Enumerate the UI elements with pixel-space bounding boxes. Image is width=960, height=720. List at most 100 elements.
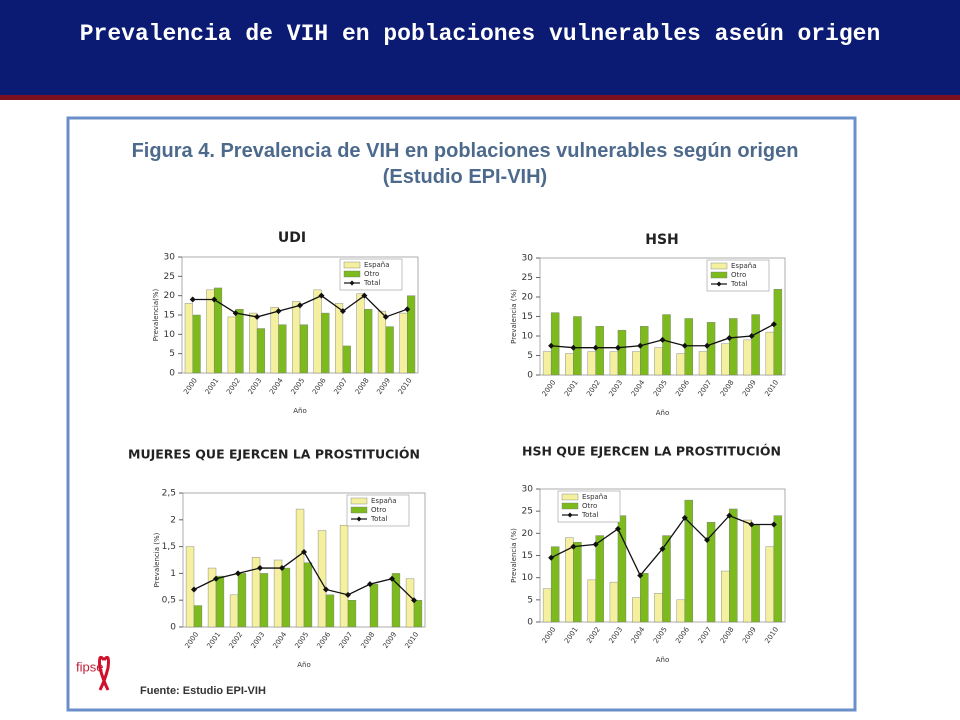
bar <box>391 573 401 628</box>
line-marker <box>748 333 755 339</box>
y-tick-label: 25 <box>164 272 175 282</box>
bar <box>706 522 716 623</box>
bar <box>743 519 752 623</box>
bar <box>303 562 313 628</box>
bar <box>676 353 685 376</box>
bar <box>640 326 649 376</box>
line-marker <box>301 548 307 555</box>
line-marker <box>297 302 303 309</box>
bar <box>299 324 308 374</box>
bar <box>321 312 330 374</box>
bar <box>207 567 217 628</box>
bar <box>676 599 685 623</box>
x-axis-label: Año <box>293 407 307 415</box>
y-tick-label: 1,5 <box>162 542 176 552</box>
bar <box>347 600 357 628</box>
line-marker <box>570 344 577 351</box>
bar <box>313 289 322 374</box>
legend-label: Total <box>730 280 747 288</box>
bar <box>595 535 604 623</box>
y-tick-label: 0 <box>527 371 533 381</box>
bar <box>684 499 693 623</box>
legend-swatch <box>350 506 368 514</box>
line-marker <box>345 591 351 598</box>
header: Prevalencia de VIH en poblaciones vulner… <box>0 0 960 100</box>
bar <box>662 535 671 623</box>
y-axis-label: Prevalencia(%) <box>152 289 160 342</box>
bar <box>413 600 423 628</box>
bar <box>364 309 373 374</box>
y-tick-label: 5 <box>169 349 175 359</box>
bar <box>542 351 552 376</box>
bar <box>356 293 365 374</box>
y-tick-label: 0,5 <box>162 596 176 606</box>
y-tick-label: 10 <box>522 332 534 342</box>
y-axis-label: Prevalencia (%) <box>510 528 518 583</box>
legend-swatch <box>343 261 361 269</box>
y-tick-label: 1 <box>170 569 176 579</box>
line-marker <box>382 313 389 320</box>
legend-swatch <box>710 271 728 279</box>
bar <box>573 316 582 376</box>
bar <box>654 347 663 376</box>
legend-label: Total <box>363 279 380 287</box>
y-tick-label: 20 <box>164 291 176 301</box>
bar <box>773 515 783 623</box>
bar <box>632 597 641 623</box>
legend-label: Otro <box>371 506 386 514</box>
line-marker <box>257 565 263 572</box>
legend-label: España <box>364 261 390 269</box>
legend-swatch <box>561 502 579 510</box>
bar <box>193 605 203 628</box>
bar <box>405 578 415 628</box>
y-tick-label: 0 <box>170 623 176 633</box>
line-marker <box>411 597 417 604</box>
bar <box>270 307 279 374</box>
line-marker <box>637 342 644 349</box>
bar <box>295 508 305 628</box>
line-marker <box>704 536 711 543</box>
y-tick-label: 2,5 <box>162 489 176 499</box>
bar <box>278 324 287 374</box>
bar <box>317 530 327 628</box>
bar <box>369 583 379 628</box>
y-tick-label: 25 <box>522 273 533 283</box>
bar <box>721 570 730 623</box>
legend-label: España <box>731 262 757 270</box>
y-tick-label: 25 <box>522 507 533 517</box>
line-marker <box>704 342 711 349</box>
bar <box>765 546 775 623</box>
bar <box>721 343 730 376</box>
line-marker <box>318 292 325 299</box>
bar <box>292 301 301 374</box>
bar <box>206 289 215 374</box>
bar <box>399 312 408 374</box>
legend-swatch <box>350 497 368 505</box>
y-tick-label: 20 <box>522 529 534 539</box>
bar <box>237 573 247 628</box>
line-marker <box>189 296 196 303</box>
bar <box>565 353 574 376</box>
bar <box>751 524 760 623</box>
bar <box>235 309 244 374</box>
bar <box>256 328 266 374</box>
bar <box>339 524 349 628</box>
y-tick-label: 5 <box>527 351 533 361</box>
line-marker <box>659 545 666 552</box>
bar <box>773 289 783 376</box>
y-tick-label: 0 <box>169 369 175 379</box>
x-axis-label: Año <box>297 661 311 669</box>
legend-marker <box>567 512 573 518</box>
line-marker <box>213 575 219 582</box>
line-marker <box>235 570 241 577</box>
bar <box>729 318 738 376</box>
bar <box>662 314 671 376</box>
bar <box>587 351 596 376</box>
bar <box>765 331 775 376</box>
bar <box>632 351 641 376</box>
line-marker <box>211 296 218 303</box>
line-marker <box>770 521 777 528</box>
bar <box>617 329 627 376</box>
